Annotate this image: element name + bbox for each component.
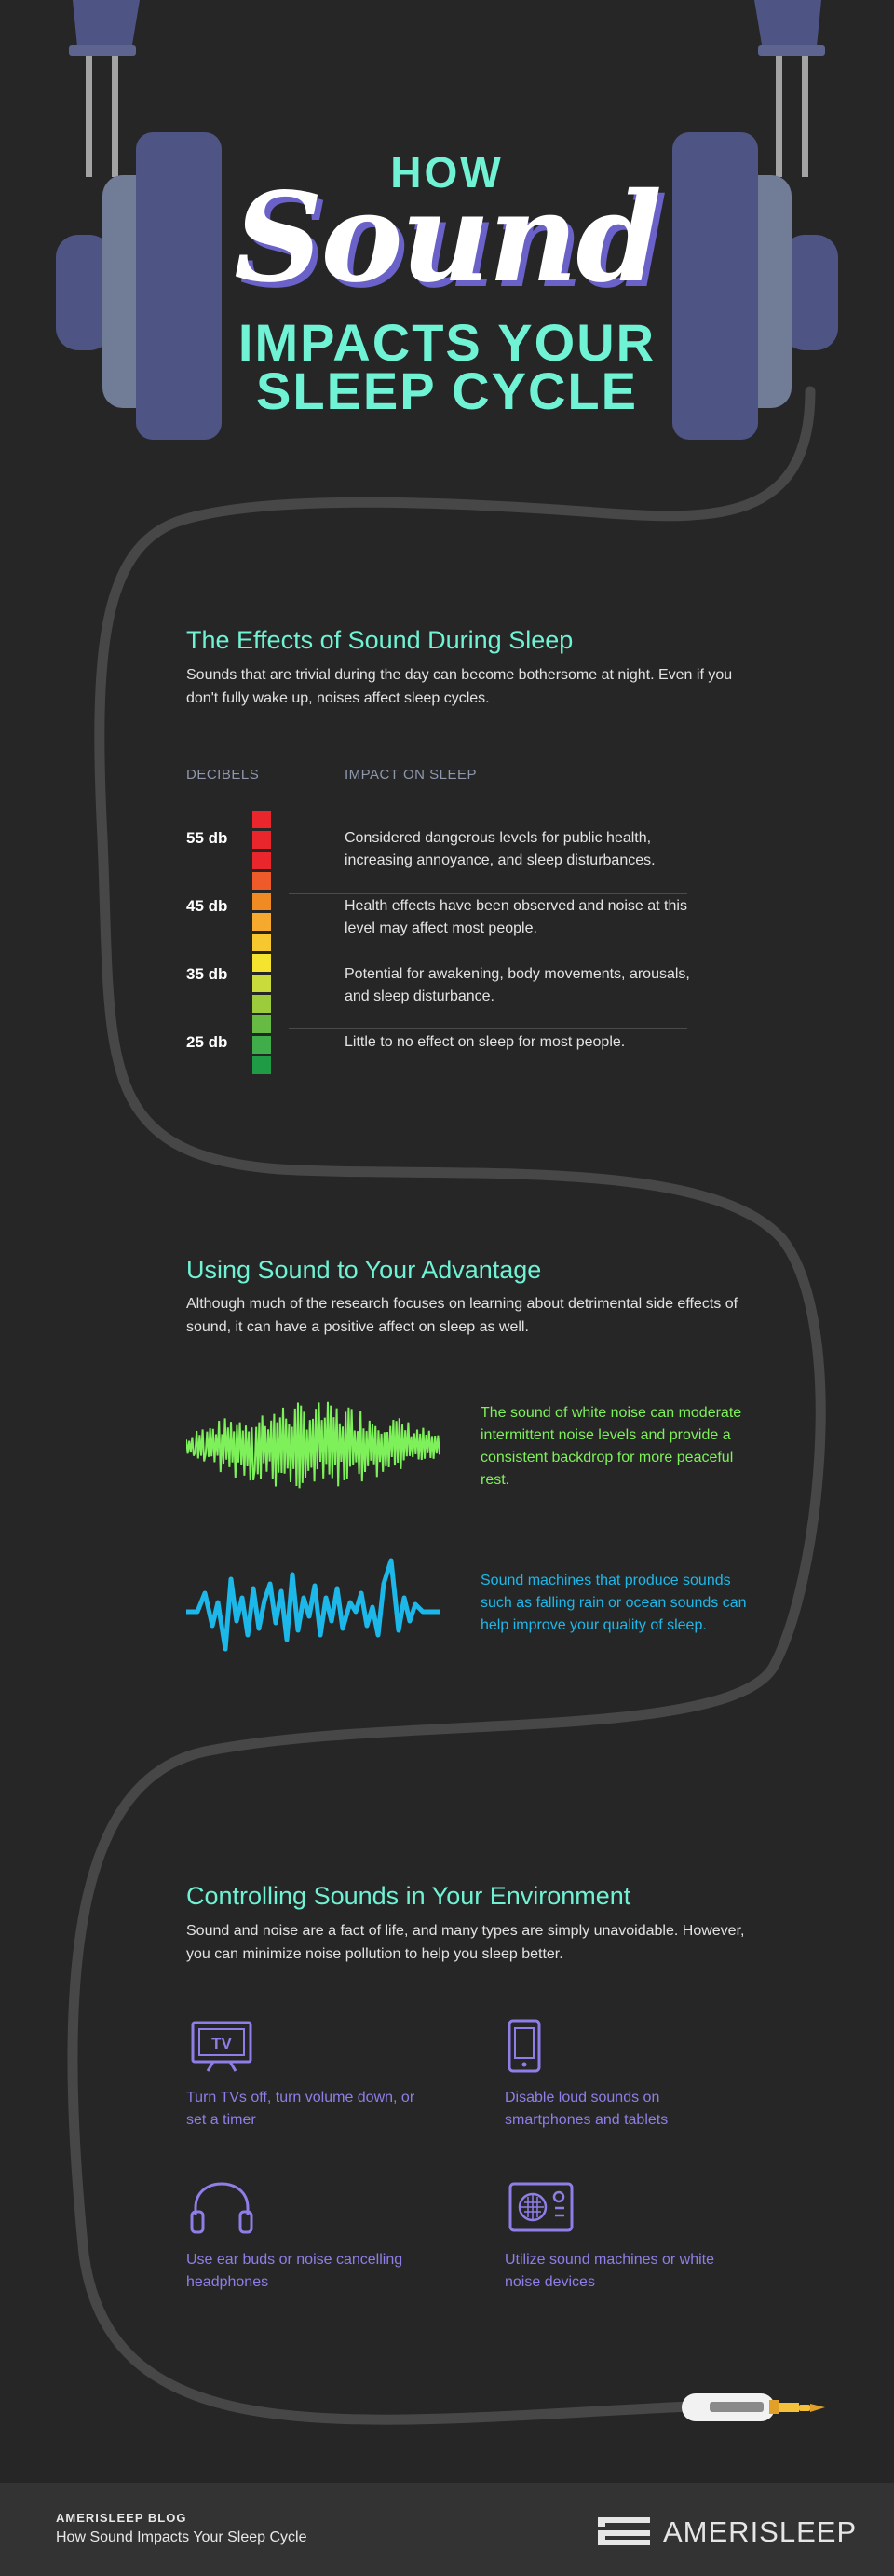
meter-block [252, 811, 271, 828]
right-earcup [672, 132, 838, 440]
meter-block [252, 1015, 271, 1033]
advantage-title: Using Sound to Your Advantage [186, 1256, 542, 1284]
title-impacts: IMPACTS YOUR [237, 313, 657, 372]
audio-jack-plug [682, 2393, 825, 2421]
db-label-45: 45 db [186, 897, 228, 915]
meter-block [252, 975, 271, 992]
footer-blog-label: AMERISLEEP BLOG [56, 2511, 187, 2525]
impact-35: Potential for awakening, body movements,… [345, 966, 690, 1004]
meter-block [252, 872, 271, 890]
controlling-body: Sound and noise are a fact of life, and … [186, 1923, 745, 1962]
impact-55: Considered dangerous levels for public h… [345, 830, 656, 868]
impact-column-header: IMPACT ON SLEEP [345, 767, 477, 783]
divider [289, 1028, 687, 1029]
footer [0, 2483, 894, 2576]
sound-wave-icon [186, 1558, 440, 1652]
meter-block [252, 852, 271, 869]
meter-block [252, 1056, 271, 1074]
meter-block [252, 954, 271, 972]
impact-25: Little to no effect on sleep for most pe… [345, 1034, 626, 1050]
smartphone-icon [508, 2019, 541, 2073]
sound-machine-text: Sound machines that produce sounds such … [481, 1573, 747, 1633]
advantage-body: Although much of the research focuses on… [186, 1296, 738, 1335]
title-sound: Sound [234, 166, 662, 310]
meter-block [252, 913, 271, 931]
tv-icon: TV [191, 2021, 252, 2072]
controlling-title: Controlling Sounds in Your Environment [186, 1882, 631, 1910]
white-noise-text: The sound of white noise can moderate in… [481, 1405, 742, 1488]
decibel-meter [252, 811, 271, 1077]
tip-smartphone: Disable loud sounds on smartphones and t… [505, 2090, 669, 2128]
title-sleep-cycle: SLEEP CYCLE [256, 361, 638, 420]
title-how: HOW [390, 148, 504, 197]
db-label-25: 25 db [186, 1033, 228, 1051]
sound-machine-icon [508, 2182, 574, 2232]
meter-block [252, 995, 271, 1013]
white-noise-waveform-icon [186, 1401, 440, 1489]
amerisleep-logo-icon [598, 2517, 650, 2545]
effects-body: Sounds that are trivial during the day c… [186, 667, 733, 706]
left-earcup [56, 132, 222, 440]
meter-block [252, 1036, 271, 1054]
impact-45: Health effects have been observed and no… [345, 898, 687, 936]
cable [67, 386, 826, 2425]
headphones-icon [190, 2182, 253, 2234]
tip-tv: Turn TVs off, turn volume down, or set a… [186, 2090, 415, 2128]
meter-block [252, 831, 271, 849]
meter-block [252, 893, 271, 910]
tip-sound-machine: Utilize sound machines or white noise de… [505, 2252, 714, 2290]
db-label-55: 55 db [186, 829, 228, 847]
headband [69, 0, 825, 177]
divider [289, 893, 687, 894]
footer-brand: AMERISLEEP [663, 2515, 858, 2548]
tip-headphones: Use ear buds or noise cancelling headpho… [186, 2252, 403, 2290]
meter-block [252, 934, 271, 951]
footer-post-title: How Sound Impacts Your Sleep Cycle [56, 2529, 307, 2545]
effects-title: The Effects of Sound During Sleep [186, 626, 574, 654]
decibels-column-header: DECIBELS [186, 767, 260, 783]
db-label-35: 35 db [186, 965, 228, 983]
tv-icon-label: TV [211, 2035, 232, 2052]
